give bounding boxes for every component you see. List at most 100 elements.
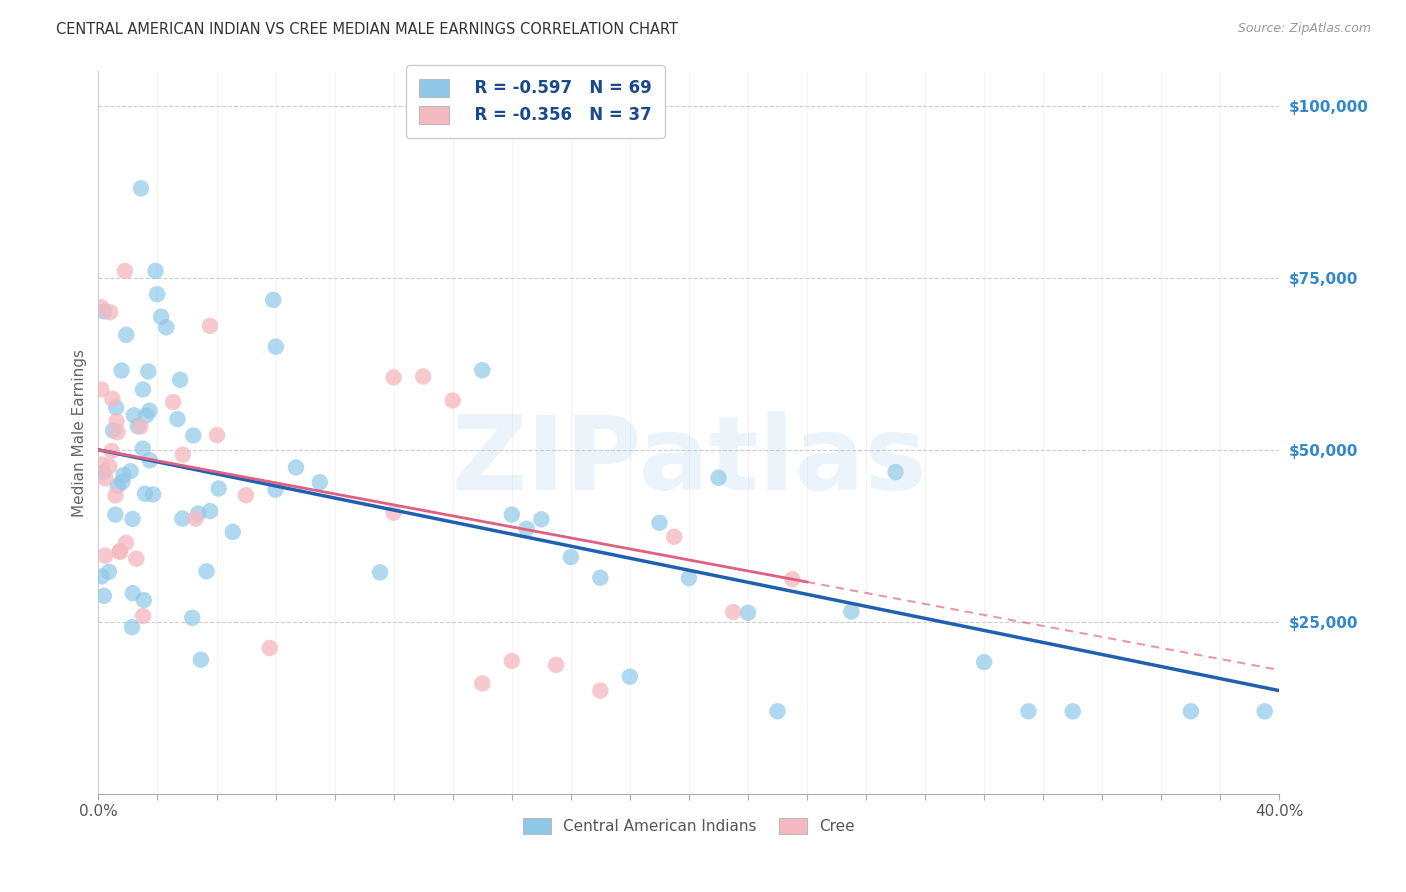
Point <box>90 569 112 583</box>
Point <box>546 657 568 672</box>
Point <box>90 300 112 314</box>
Point <box>589 683 612 698</box>
Point <box>90 383 112 397</box>
Text: CENTRAL AMERICAN INDIAN VS CREE MEDIAN MALE EARNINGS CORRELATION CHART: CENTRAL AMERICAN INDIAN VS CREE MEDIAN M… <box>56 22 678 37</box>
Point <box>93 466 115 480</box>
Point <box>125 551 148 566</box>
Point <box>181 611 204 625</box>
Point <box>501 508 523 522</box>
Point <box>190 653 212 667</box>
Point <box>105 414 128 428</box>
Point <box>129 181 152 195</box>
Point <box>150 310 173 324</box>
Point <box>139 453 162 467</box>
Point <box>107 425 129 440</box>
Point <box>142 487 165 501</box>
Point <box>308 475 330 490</box>
Point <box>737 606 759 620</box>
Point <box>108 544 131 558</box>
Point <box>222 524 245 539</box>
Point <box>973 655 995 669</box>
Point <box>132 383 155 397</box>
Point <box>184 511 207 525</box>
Point <box>94 549 117 563</box>
Point <box>259 640 281 655</box>
Point <box>101 424 124 438</box>
Point <box>134 486 156 500</box>
Point <box>207 482 229 496</box>
Point <box>441 393 464 408</box>
Text: Source: ZipAtlas.com: Source: ZipAtlas.com <box>1237 22 1371 36</box>
Point <box>172 511 194 525</box>
Point <box>195 564 218 578</box>
Point <box>368 566 391 580</box>
Point <box>104 508 127 522</box>
Point <box>132 593 155 607</box>
Point <box>707 471 730 485</box>
Point <box>114 264 136 278</box>
Y-axis label: Median Male Earnings: Median Male Earnings <box>72 349 87 516</box>
Point <box>101 392 124 406</box>
Point <box>121 620 143 634</box>
Point <box>412 369 434 384</box>
Point <box>90 458 112 472</box>
Point <box>129 419 152 434</box>
Point <box>1062 704 1084 718</box>
Point <box>172 448 194 462</box>
Point <box>146 287 169 301</box>
Point <box>94 471 117 485</box>
Point <box>1018 704 1040 718</box>
Point <box>121 512 143 526</box>
Point <box>619 670 641 684</box>
Point <box>382 370 405 384</box>
Point <box>1254 704 1277 718</box>
Point <box>782 572 804 586</box>
Point <box>107 479 129 493</box>
Point <box>205 428 228 442</box>
Point <box>884 465 907 479</box>
Point <box>122 409 145 423</box>
Point <box>264 340 287 354</box>
Point <box>115 327 138 342</box>
Point <box>111 475 134 489</box>
Point <box>132 442 155 456</box>
Point <box>138 403 160 417</box>
Point <box>560 550 582 565</box>
Legend: Central American Indians, Cree: Central American Indians, Cree <box>517 812 860 840</box>
Point <box>112 467 135 482</box>
Point <box>110 363 132 377</box>
Text: ZIPatlas: ZIPatlas <box>451 411 927 512</box>
Point <box>169 373 191 387</box>
Point <box>115 536 138 550</box>
Point <box>120 464 142 478</box>
Point <box>108 545 131 559</box>
Point <box>162 395 184 409</box>
Point <box>121 586 143 600</box>
Point <box>264 483 287 497</box>
Point <box>841 605 863 619</box>
Point <box>93 589 115 603</box>
Point <box>127 419 149 434</box>
Point <box>766 704 789 718</box>
Point <box>382 506 405 520</box>
Point <box>262 293 284 307</box>
Point <box>589 571 612 585</box>
Point <box>516 522 538 536</box>
Point <box>187 507 209 521</box>
Point <box>181 428 204 442</box>
Point <box>285 460 308 475</box>
Point <box>135 409 157 423</box>
Point <box>100 444 122 458</box>
Point <box>105 401 128 415</box>
Point <box>235 488 257 502</box>
Point <box>530 512 553 526</box>
Point <box>198 504 221 518</box>
Point <box>98 565 121 579</box>
Point <box>198 318 221 333</box>
Point <box>678 571 700 585</box>
Point <box>132 608 155 623</box>
Point <box>648 516 671 530</box>
Point <box>501 654 523 668</box>
Point <box>471 676 494 690</box>
Point <box>155 320 177 334</box>
